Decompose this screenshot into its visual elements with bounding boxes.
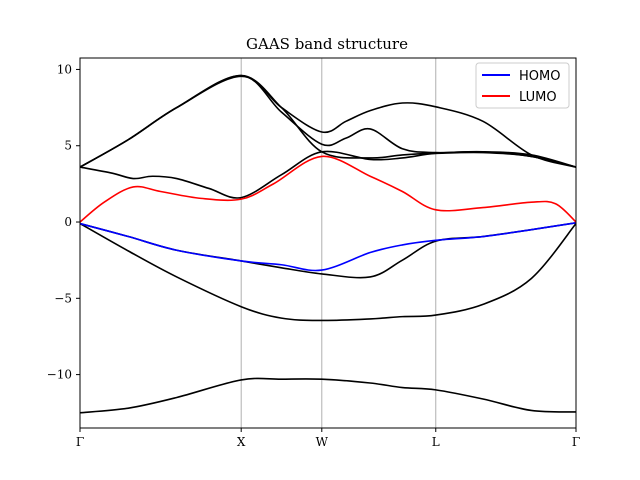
x-tick-label: L bbox=[432, 435, 440, 449]
chart-title: GAAS band structure bbox=[246, 35, 408, 53]
band-line bbox=[79, 150, 577, 199]
y-tick-label: −10 bbox=[47, 368, 72, 382]
x-tick-label: X bbox=[237, 435, 246, 449]
y-tick-label: 5 bbox=[64, 139, 72, 153]
legend-label-lumo: LUMO bbox=[519, 90, 557, 105]
band-line bbox=[79, 74, 577, 168]
x-tick-label: W bbox=[316, 435, 329, 449]
band-line bbox=[79, 377, 577, 414]
band-line bbox=[79, 222, 577, 322]
series-lines bbox=[79, 74, 577, 414]
x-tick-label: Γ bbox=[76, 435, 84, 449]
x-tick-label: Γ bbox=[572, 435, 580, 449]
plot-frame bbox=[79, 57, 577, 429]
y-tick-label: 10 bbox=[57, 62, 72, 76]
legend: HOMO LUMO bbox=[475, 62, 570, 109]
series-line-homo bbox=[79, 221, 577, 272]
series-line-lumo bbox=[79, 155, 577, 223]
grid-lines bbox=[240, 58, 437, 428]
y-tick-label: −5 bbox=[54, 291, 72, 305]
legend-label-homo: HOMO bbox=[519, 69, 560, 84]
y-axis-ticks: 10 5 0 −5 −10 bbox=[47, 62, 80, 382]
y-tick-label: 0 bbox=[64, 215, 72, 229]
